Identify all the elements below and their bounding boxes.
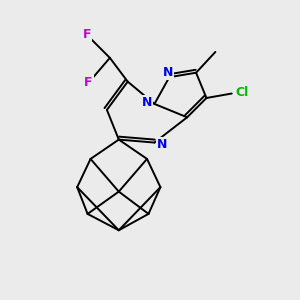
Text: N: N xyxy=(142,96,152,109)
Text: N: N xyxy=(163,66,173,79)
Text: F: F xyxy=(84,76,93,89)
Text: F: F xyxy=(83,28,91,41)
Text: Cl: Cl xyxy=(236,85,249,98)
Text: N: N xyxy=(157,138,167,151)
